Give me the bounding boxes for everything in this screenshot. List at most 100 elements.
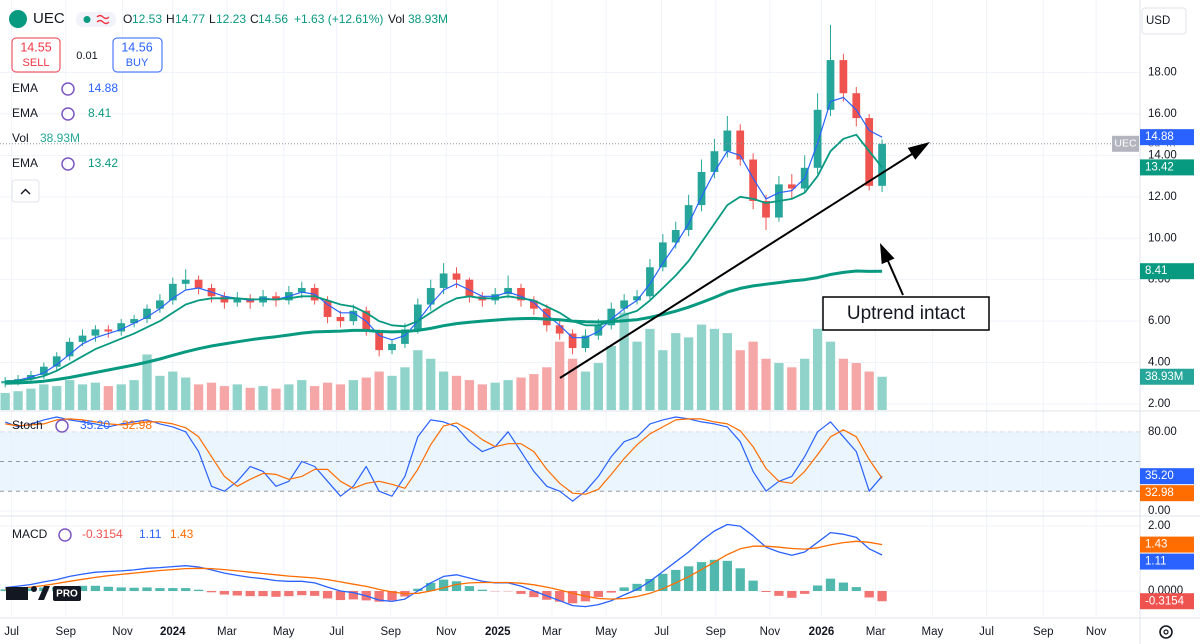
- histogram-bar: [851, 587, 861, 591]
- value-box: [1140, 536, 1194, 553]
- volume-bar: [116, 384, 126, 410]
- volume-bar: [13, 391, 23, 410]
- legend-icon[interactable]: [58, 528, 72, 542]
- volume-bar: [451, 375, 462, 410]
- candle-body: [194, 279, 203, 288]
- candle-body: [233, 298, 242, 303]
- candle-body: [620, 300, 629, 309]
- y-tick-label: 12.00: [1148, 191, 1177, 203]
- candle-body: [336, 316, 345, 322]
- histogram-bar: [284, 590, 294, 597]
- x-tick-label: Nov: [760, 626, 781, 638]
- ohlc-label: O: [123, 12, 132, 26]
- volume-bar: [271, 388, 281, 410]
- volume-bar: [258, 386, 268, 410]
- volume-value: 38.93M: [408, 12, 448, 26]
- collapse-icon: [20, 188, 31, 195]
- legend: EMA 14.88 EMA 8.41 Vol 38.93M EMA 13.42 …: [11, 81, 194, 542]
- candle-body: [581, 335, 590, 349]
- candle-body: [91, 329, 100, 336]
- histogram-bar: [877, 590, 887, 602]
- histogram-bar: [619, 587, 629, 591]
- histogram-bar: [451, 581, 462, 591]
- volume-bar: [567, 358, 578, 410]
- volume-bar: [284, 384, 294, 410]
- legend-name: MACD: [12, 527, 48, 541]
- value-box-text: 35.20: [1145, 470, 1174, 482]
- candle-body: [65, 341, 74, 357]
- legend-value: 14.88: [88, 81, 118, 95]
- histogram-bar: [426, 582, 436, 591]
- indicator-line: [5, 523, 883, 608]
- volume-bar: [593, 363, 604, 410]
- logo-mark: [6, 587, 28, 600]
- histogram-bar: [606, 590, 616, 593]
- settings-button[interactable]: [1159, 625, 1173, 639]
- volume-bar: [129, 380, 139, 410]
- x-tick-label: Jul: [4, 626, 19, 638]
- symbol-tag: [1112, 135, 1139, 152]
- candle-body: [697, 171, 706, 206]
- candle-body: [143, 308, 151, 320]
- legend-icon[interactable]: [55, 419, 69, 433]
- histogram-bar: [658, 573, 668, 591]
- legend-icon[interactable]: [61, 107, 75, 121]
- candle-body: [826, 60, 835, 110]
- legend-icon[interactable]: [61, 157, 75, 171]
- sell-label: SELL: [23, 57, 50, 69]
- histogram-bar: [297, 590, 307, 596]
- value-box-text: -0.3154: [1145, 595, 1185, 607]
- annotation-box: [822, 296, 990, 331]
- volume-bar: [310, 386, 320, 410]
- candle-body: [117, 323, 126, 332]
- ohlc-label: L: [209, 12, 216, 26]
- legend-name: EMA: [12, 156, 38, 170]
- status-pill[interactable]: [76, 12, 116, 27]
- ohlc-value: 14.56: [258, 12, 288, 26]
- legend-icon[interactable]: [61, 82, 75, 96]
- header: UEC O 12.53 H 14.77 L 12.23 C 14.56 +1.6…: [9, 7, 1187, 73]
- currency-button[interactable]: [1141, 7, 1187, 35]
- symbol-tag-text: UEC: [1114, 138, 1137, 150]
- histogram-bar: [709, 559, 720, 591]
- price-axis: Jul Sep Nov 2024 Mar May Jul Sep Nov 2025 Mar May Ju…: [4, 67, 1194, 638]
- histogram-bar: [387, 590, 397, 601]
- candle-body: [297, 287, 306, 293]
- candle-body: [413, 304, 422, 330]
- sell-button[interactable]: [11, 37, 61, 73]
- indicator-line: [5, 418, 883, 495]
- volume-bar: [722, 333, 732, 410]
- value-box-text: 1.11: [1145, 556, 1167, 568]
- histogram-bar: [77, 585, 88, 591]
- legend-name: EMA: [12, 81, 38, 95]
- volume-bar: [64, 380, 75, 410]
- collapse-button[interactable]: [11, 179, 40, 203]
- volume-bar: [800, 358, 810, 410]
- candle-body: [568, 333, 577, 349]
- y-tick-label: 4.00: [1148, 357, 1170, 369]
- histogram-bar: [413, 588, 423, 591]
- indicator-line: [5, 269, 883, 385]
- indicator-line: [5, 133, 883, 383]
- buy-button[interactable]: [112, 37, 163, 73]
- histogram-bar: [374, 590, 384, 602]
- market-open-dot: [83, 16, 91, 23]
- logo-mark: [31, 586, 37, 592]
- legend-value: 13.42: [88, 156, 118, 170]
- histogram-bar: [438, 579, 449, 591]
- candle-body: [684, 205, 693, 230]
- volume-bar: [542, 367, 552, 410]
- volume-bar: [735, 350, 745, 410]
- candle-body: [710, 151, 719, 172]
- histogram-bar: [516, 590, 526, 594]
- candle-body: [388, 343, 396, 351]
- candle-body: [542, 308, 551, 326]
- value-box: [1140, 263, 1194, 280]
- candle-body: [749, 159, 757, 201]
- candle-body: [517, 287, 525, 301]
- candle-body: [787, 184, 796, 189]
- histogram-bar: [219, 590, 230, 595]
- x-tick-label: Mar: [542, 626, 562, 638]
- histogram-bar: [632, 583, 642, 591]
- histogram-bar: [812, 585, 823, 591]
